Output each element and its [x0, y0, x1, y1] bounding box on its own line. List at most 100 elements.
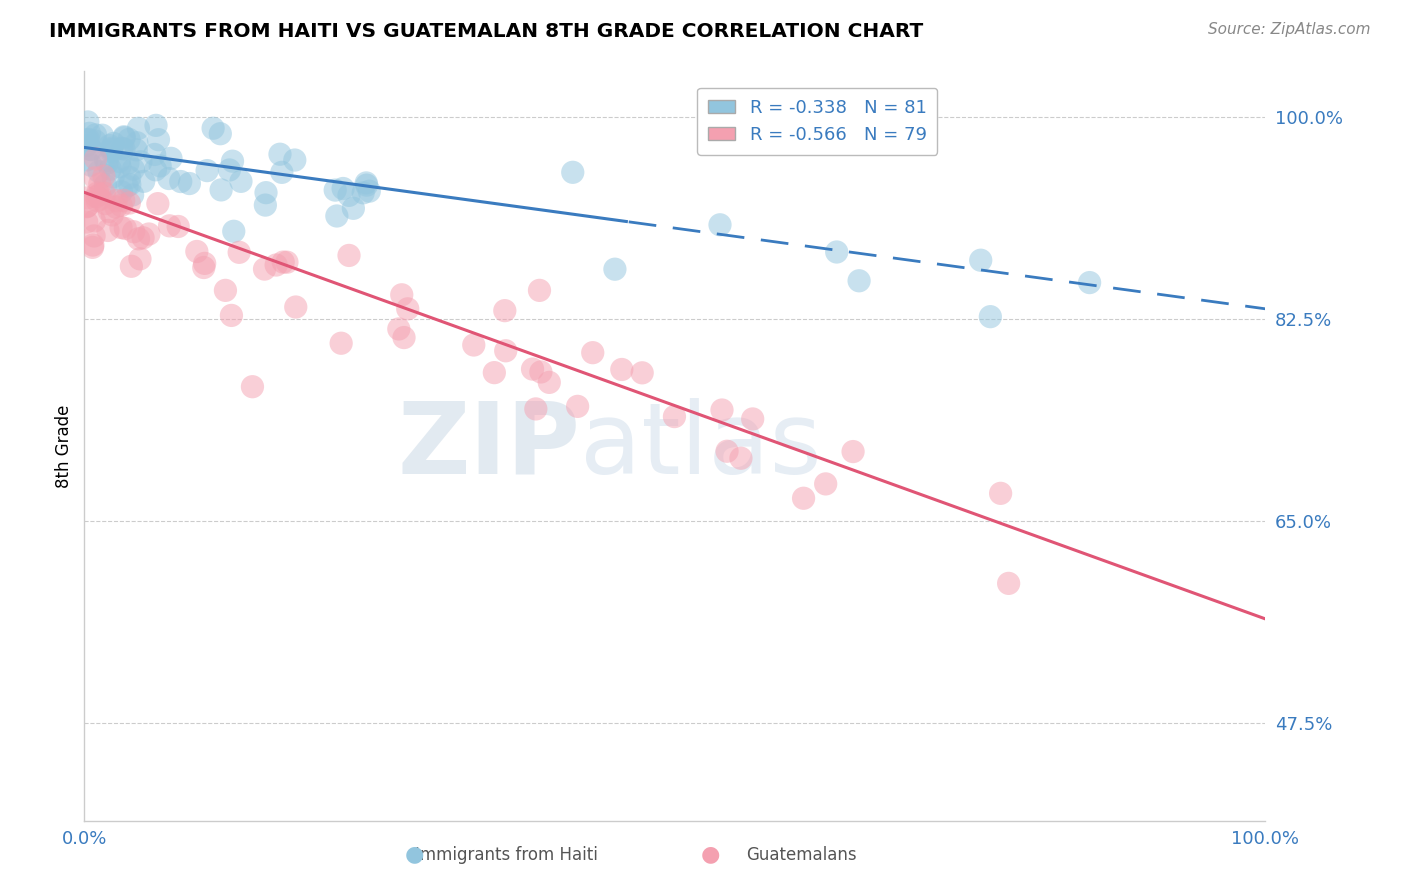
Point: [105, 200, 128, 214]
Point: [271, 255, 294, 269]
Point: [352, 186, 374, 200]
Point: [170, 175, 193, 189]
Point: [332, 181, 354, 195]
Point: [229, 174, 252, 188]
Point: [179, 177, 201, 191]
Point: [359, 184, 381, 198]
Point: [730, 451, 752, 466]
Point: [114, 221, 136, 235]
Point: [89, 177, 111, 191]
Point: [111, 141, 134, 155]
Point: [221, 309, 243, 323]
Point: [87, 164, 110, 178]
Point: [127, 121, 149, 136]
Point: [561, 165, 583, 179]
Point: [97, 223, 120, 237]
Point: [603, 262, 626, 277]
Point: [221, 154, 243, 169]
Point: [84, 152, 107, 166]
Point: [195, 163, 218, 178]
Point: [463, 338, 485, 352]
Point: [76, 199, 98, 213]
Point: [79, 126, 101, 140]
Point: [98, 204, 121, 219]
Point: [326, 209, 349, 223]
Point: [284, 300, 307, 314]
Point: [582, 345, 605, 359]
Point: [392, 330, 415, 344]
Text: ●: ●: [405, 845, 425, 864]
Point: [93, 186, 115, 201]
Point: [83, 214, 105, 228]
Point: [997, 576, 1019, 591]
Point: [93, 169, 115, 183]
Point: [121, 188, 143, 202]
Point: [76, 133, 98, 147]
Point: [149, 159, 172, 173]
Point: [132, 231, 155, 245]
Point: [388, 322, 411, 336]
Point: [242, 380, 264, 394]
Point: [218, 163, 240, 178]
Point: [793, 491, 815, 506]
Point: [79, 142, 101, 156]
Text: ●: ●: [700, 845, 720, 864]
Point: [494, 303, 516, 318]
Point: [276, 255, 298, 269]
Point: [664, 409, 686, 424]
Text: IMMIGRANTS FROM HAITI VS GUATEMALAN 8TH GRADE CORRELATION CHART: IMMIGRANTS FROM HAITI VS GUATEMALAN 8TH …: [49, 22, 924, 41]
Point: [160, 151, 183, 165]
Point: [157, 171, 180, 186]
Point: [94, 153, 117, 168]
Point: [84, 134, 107, 148]
Text: ZIP: ZIP: [398, 398, 581, 494]
Point: [202, 121, 225, 136]
Point: [100, 143, 122, 157]
Point: [145, 119, 167, 133]
Point: [711, 403, 734, 417]
Point: [970, 253, 993, 268]
Point: [105, 194, 128, 208]
Point: [96, 156, 118, 170]
Point: [110, 198, 132, 212]
Point: [91, 128, 114, 143]
Point: [253, 262, 276, 277]
Point: [118, 170, 141, 185]
Point: [264, 258, 287, 272]
Point: [284, 153, 307, 167]
Point: [112, 142, 135, 156]
Point: [522, 362, 544, 376]
Point: [77, 132, 100, 146]
Point: [391, 287, 413, 301]
Point: [129, 252, 152, 266]
Point: [82, 238, 104, 252]
Point: [118, 196, 141, 211]
Point: [631, 366, 654, 380]
Point: [132, 174, 155, 188]
Point: [1078, 276, 1101, 290]
Point: [143, 147, 166, 161]
Point: [112, 130, 135, 145]
Point: [118, 178, 141, 192]
Point: [138, 227, 160, 241]
Point: [145, 162, 167, 177]
Point: [146, 196, 169, 211]
Point: [117, 156, 139, 170]
Point: [122, 225, 145, 239]
Point: [84, 170, 107, 185]
Point: [86, 194, 108, 208]
Point: [538, 376, 561, 390]
Text: atlas: atlas: [581, 398, 823, 494]
Point: [209, 127, 232, 141]
Point: [214, 284, 236, 298]
Point: [337, 248, 360, 262]
Point: [120, 260, 142, 274]
Point: [76, 153, 98, 167]
Point: [396, 301, 419, 316]
Point: [94, 178, 117, 193]
Point: [186, 244, 208, 259]
Point: [76, 200, 98, 214]
Point: [254, 198, 277, 212]
Point: [98, 138, 121, 153]
Point: [80, 158, 103, 172]
